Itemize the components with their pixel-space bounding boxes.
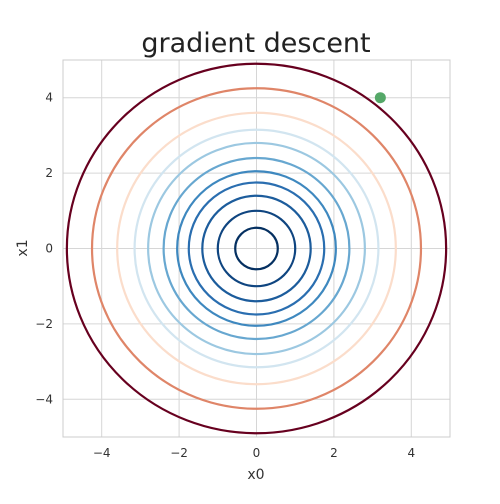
y-axis-label: x1: [15, 239, 31, 256]
points: [374, 92, 386, 104]
x-tick-label: 4: [407, 446, 415, 460]
contour-lines: [65, 62, 448, 435]
x-tick-label: 0: [253, 446, 261, 460]
contour-line: [90, 87, 423, 410]
contour-line: [65, 62, 448, 435]
contour-line: [147, 141, 366, 356]
y-tick-label: 2: [45, 166, 53, 180]
y-tick-label: 4: [45, 91, 53, 105]
contour-line: [187, 181, 326, 316]
y-tick-label: −4: [35, 392, 53, 406]
x-tick-label: −2: [170, 446, 188, 460]
x-tick-labels: −4 −2 0 2 4: [93, 446, 415, 460]
contour-line: [216, 209, 297, 288]
y-tick-label: 0: [45, 242, 53, 256]
contour-line: [176, 170, 337, 327]
grid: [63, 60, 450, 437]
data-point: [374, 92, 386, 104]
contour-line: [116, 111, 397, 386]
y-tick-labels: −4 −2 0 2 4: [35, 91, 53, 407]
x-tick-label: 2: [330, 446, 338, 460]
contour-line: [162, 156, 351, 341]
contour-line: [234, 226, 279, 271]
y-tick-label: −2: [35, 317, 53, 331]
chart-title: gradient descent: [141, 28, 370, 59]
x-tick-label: −4: [93, 446, 111, 460]
x-axis-label: x0: [247, 467, 264, 483]
contour-line: [133, 128, 380, 369]
plot-frame: [62, 59, 451, 438]
contour-line: [201, 194, 312, 303]
